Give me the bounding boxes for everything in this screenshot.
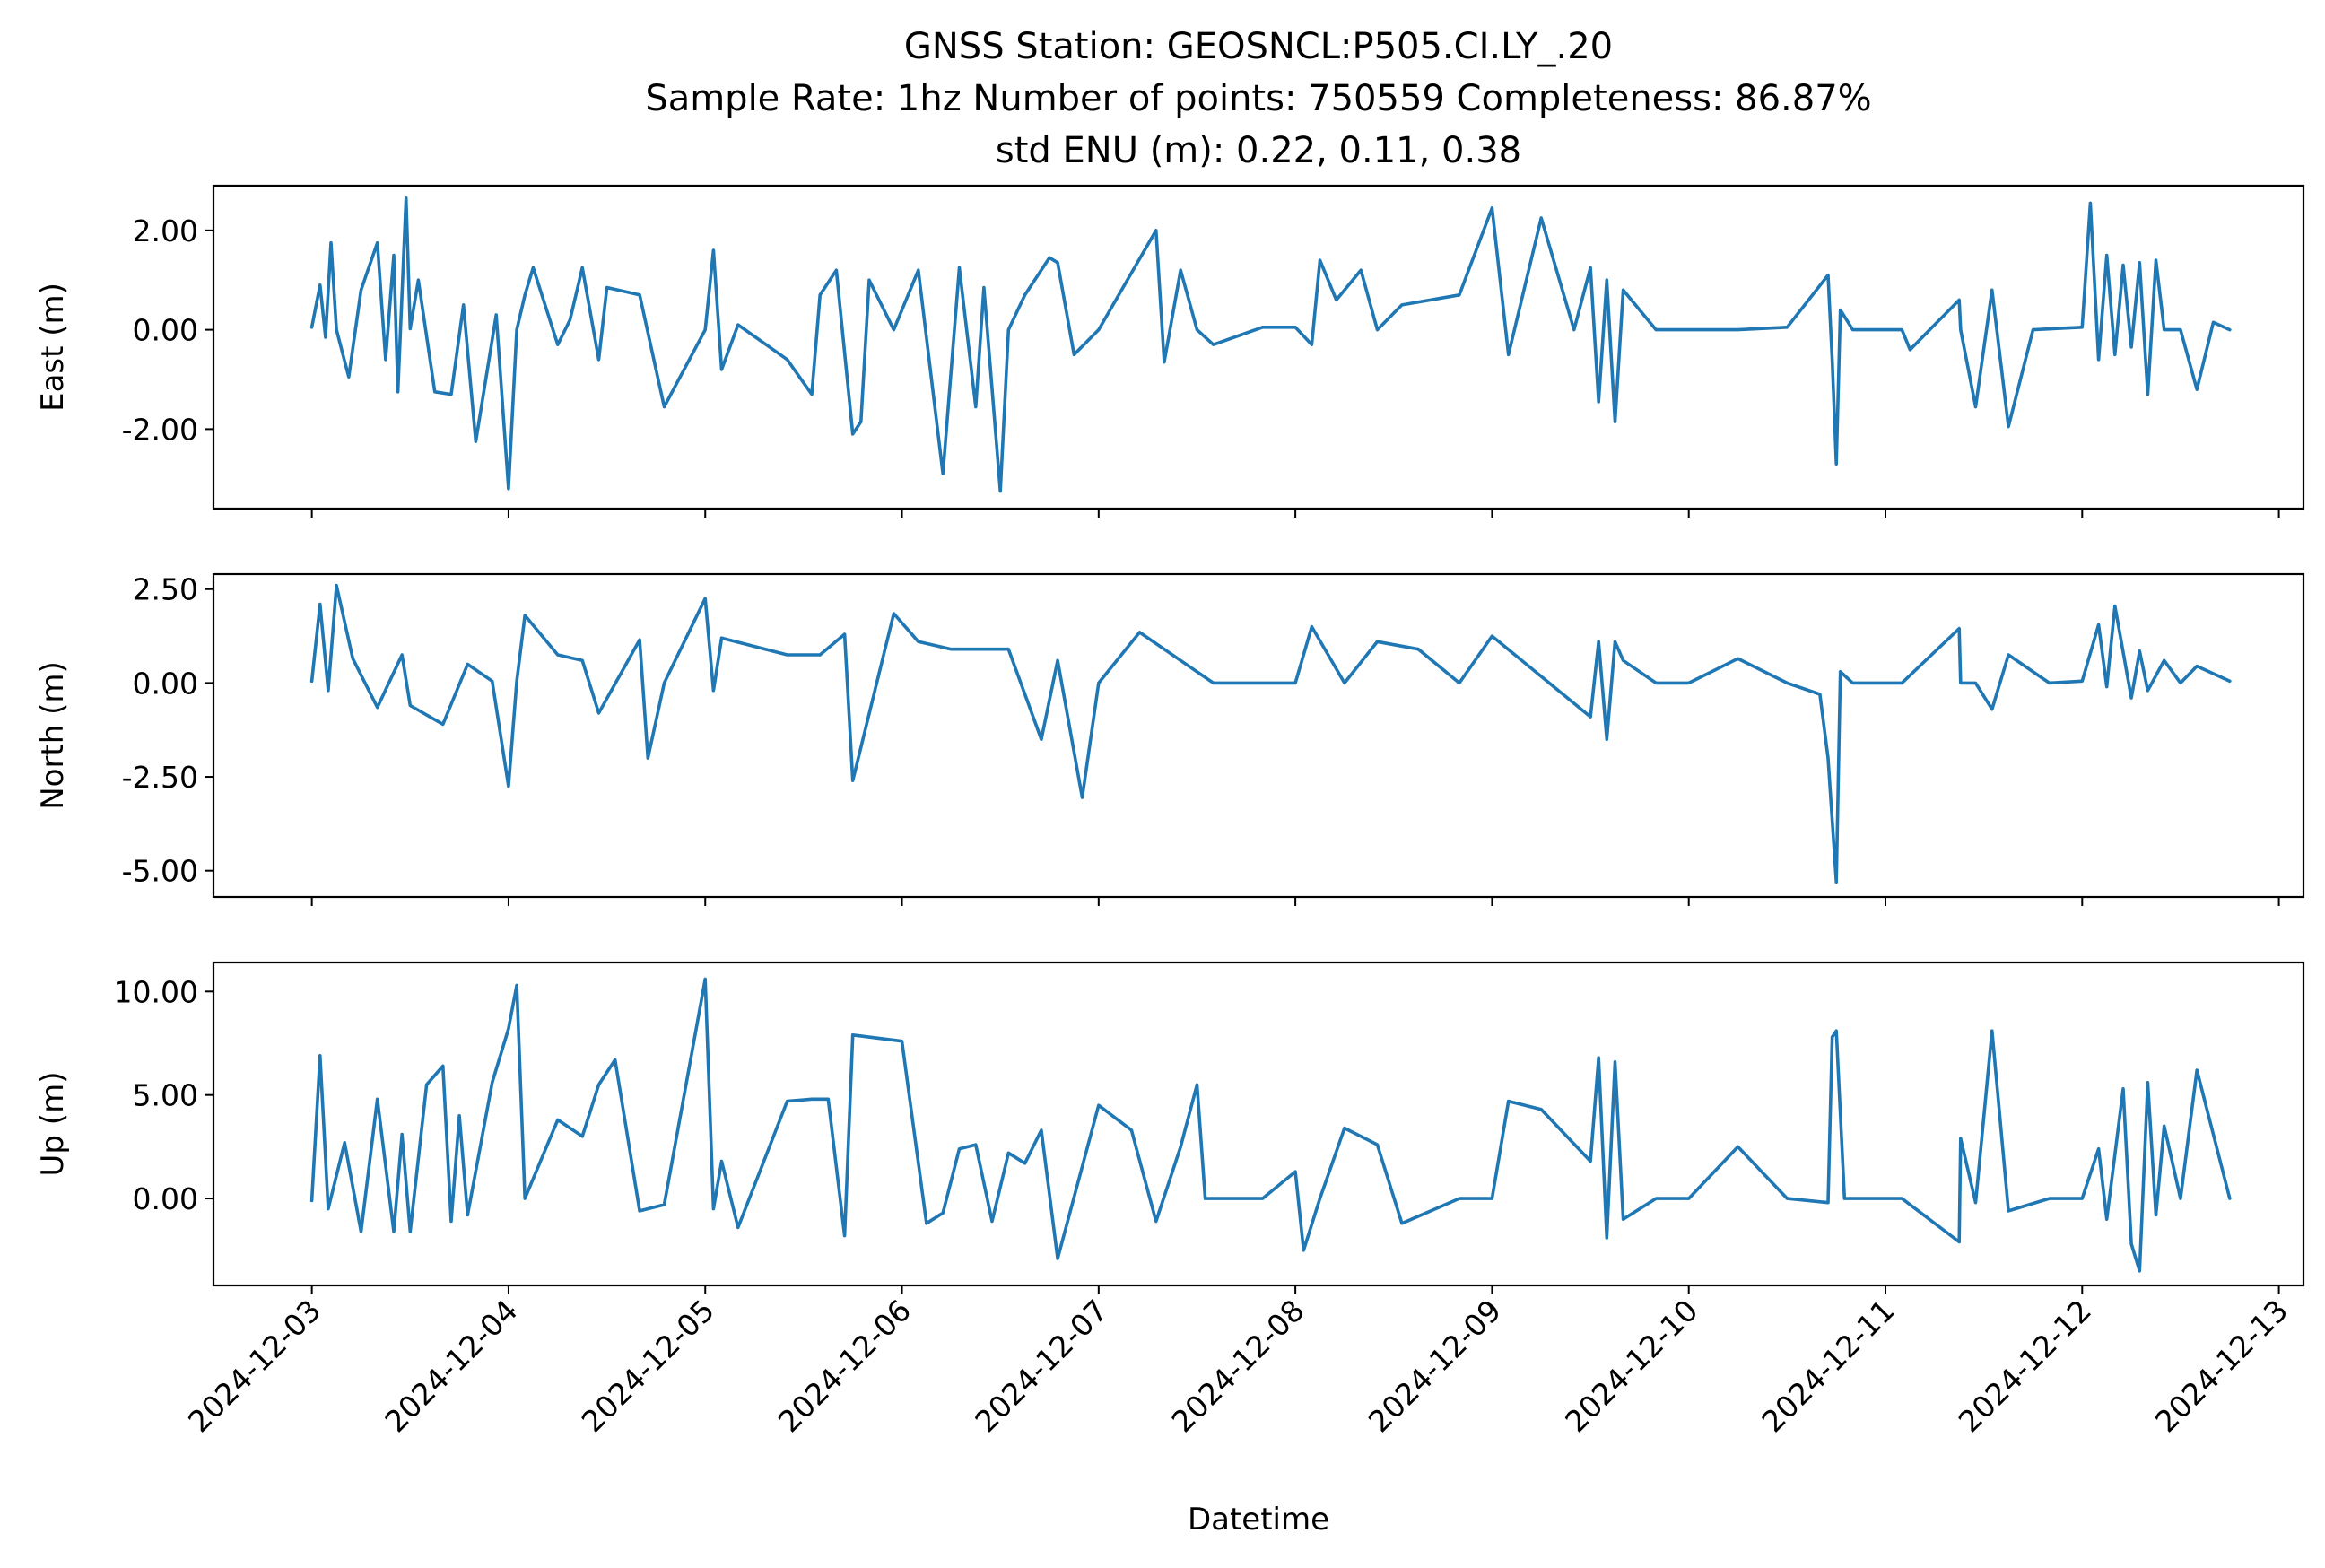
- series-line: [309, 196, 2232, 493]
- axes-frame: [212, 961, 2305, 1287]
- y-tick-label: 0.00: [133, 313, 198, 348]
- up-panel: 10.00 5.00 0.00 Up (m): [35, 961, 2305, 1294]
- y-tick-label: 2.00: [133, 213, 198, 248]
- axes-frame: [212, 572, 2305, 899]
- y-axis-label: East (m): [35, 283, 71, 412]
- y-tick-label: -2.50: [122, 760, 198, 795]
- chart-title-line-2: Sample Rate: 1hz Number of points: 75055…: [645, 78, 1871, 119]
- axes-frame: [212, 184, 2305, 510]
- y-tick-label: 0.00: [133, 1181, 198, 1216]
- series-line: [309, 977, 2232, 1273]
- north-panel: 2.50 0.00 -2.50 -5.00 North (m): [35, 572, 2305, 906]
- y-axis-label: North (m): [35, 661, 71, 810]
- y-tick-label: 10.00: [114, 974, 198, 1009]
- y-tick-label: 2.50: [133, 572, 198, 607]
- y-tick-label: -2.00: [122, 412, 198, 447]
- chart-title-line-3: std ENU (m): 0.22, 0.11, 0.38: [996, 130, 1521, 171]
- y-tick-label: -5.00: [122, 854, 198, 889]
- chart-title-line-1: GNSS Station: GEOSNCL:P505.CI.LY_.20: [904, 26, 1613, 67]
- x-axis-label: Datetime: [1188, 1502, 1329, 1538]
- y-tick-label: 5.00: [133, 1078, 198, 1113]
- east-panel: 2.00 0.00 -2.00 East (m): [35, 184, 2305, 518]
- series-line: [309, 583, 2232, 884]
- y-tick-label: 0.00: [133, 666, 198, 701]
- y-axis-label: Up (m): [35, 1072, 71, 1177]
